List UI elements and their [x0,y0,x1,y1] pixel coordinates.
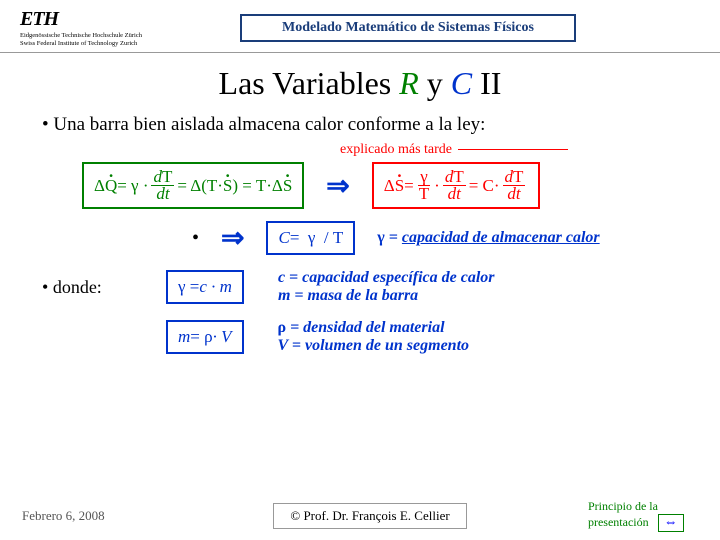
where-label: • donde: [42,277,132,298]
logo-sub1: Eidgenössische Technische Hochschule Zür… [20,32,180,39]
footer: Febrero 6, 2008 © Prof. Dr. François E. … [0,499,720,532]
equation-row-1: ΔQ = γ · dTdt = Δ(T·S) = T·ΔS ⇒ ΔS = γT·… [42,162,678,209]
footer-date: Febrero 6, 2008 [22,508,152,524]
logo-main: ETH [20,8,180,31]
gamma-box: γ = c · m [166,270,244,304]
note-later: explicado más tarde [42,142,678,158]
entropy-equation-box: ΔS = γT· dTdt = C· dTdt [372,162,541,209]
header: ETH Eidgenössische Technische Hochschule… [0,0,720,53]
implies-icon: ⇒ [221,221,244,255]
logo: ETH Eidgenössische Technische Hochschule… [20,8,180,48]
gamma-def-text: c = capacidad específica de calor m = ma… [278,269,495,305]
mass-box: m = ρ · V [166,320,244,354]
implies-icon: ⇒ [326,169,349,203]
gamma-description: γ = capacidad de almacenar calor [377,229,599,247]
mass-definition-row: m = ρ · V ρ = densidad del material V = … [42,319,678,355]
mass-def-text: ρ = densidad del material V = volumen de… [278,319,470,355]
footer-author: © Prof. Dr. François E. Cellier [273,503,466,529]
slide-body: • Una barra bien aislada almacena calor … [0,102,720,355]
logo-sub2: Swiss Federal Institute of Technology Zu… [20,40,180,47]
footer-nav[interactable]: Principio de la presentación ⇔ [588,499,698,532]
gamma-definition-row: • donde: γ = c · m c = capacidad específ… [42,269,678,305]
bullet-law: • Una barra bien aislada almacena calor … [42,114,678,136]
banner-title: Modelado Matemático de Sistemas Físicos [240,14,576,42]
heat-equation-box: ΔQ = γ · dTdt = Δ(T·S) = T·ΔS [82,162,304,209]
slide-title: Las Variables R y C II [0,65,720,102]
nav-arrows-icon[interactable]: ⇔ [658,514,684,532]
c-definition-box: C = γ / T [266,221,355,255]
capacitance-row: • ⇒ C = γ / T γ = capacidad de almacenar… [42,221,678,255]
